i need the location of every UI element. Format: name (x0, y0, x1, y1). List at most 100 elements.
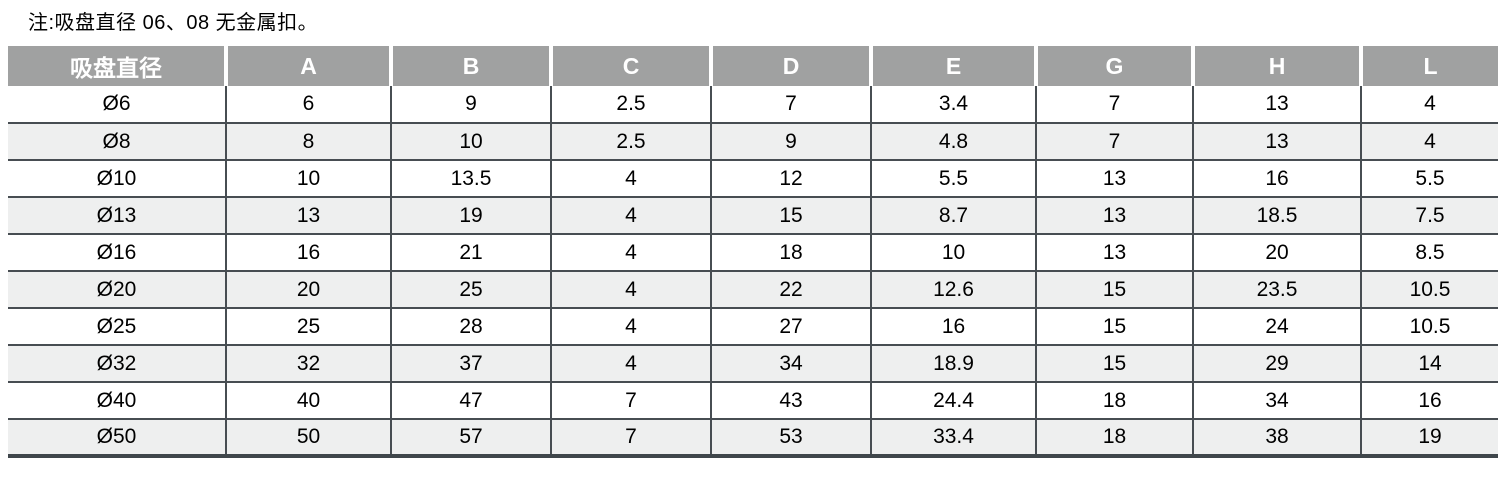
table-row: Ø6 6 9 2.5 7 3.4 7 13 4 (8, 86, 1498, 123)
value-cell: 34 (1192, 381, 1361, 419)
value-cell: 23.5 (1192, 270, 1361, 308)
value-cell: 40 (225, 381, 391, 419)
value-cell: 4 (550, 307, 711, 345)
value-cell: 4 (1360, 122, 1498, 160)
value-cell: 8 (225, 122, 391, 160)
diameter-cell: Ø50 (8, 418, 226, 456)
value-cell: 57 (390, 418, 551, 456)
header-cell-a: A (224, 46, 391, 86)
value-cell: 18 (1035, 381, 1193, 419)
value-cell: 16 (1360, 381, 1498, 419)
value-cell: 3.4 (870, 86, 1036, 123)
diameter-cell: Ø16 (8, 233, 226, 271)
value-cell: 50 (225, 418, 391, 456)
table-row: Ø32 32 37 4 34 18.9 15 29 14 (8, 344, 1498, 382)
value-cell: 7 (550, 381, 711, 419)
table-row: Ø40 40 47 7 43 24.4 18 34 16 (8, 381, 1498, 419)
value-cell: 38 (1192, 418, 1361, 456)
value-cell: 6 (225, 86, 391, 123)
value-cell: 5.5 (1360, 159, 1498, 197)
value-cell: 8.5 (1360, 233, 1498, 271)
value-cell: 9 (390, 86, 551, 123)
value-cell: 53 (710, 418, 871, 456)
diameter-cell: Ø32 (8, 344, 226, 382)
header-cell-diameter: 吸盘直径 (8, 46, 226, 86)
value-cell: 47 (390, 381, 551, 419)
value-cell: 10.5 (1360, 270, 1498, 308)
value-cell: 8.7 (870, 196, 1036, 234)
value-cell: 9 (710, 122, 871, 160)
value-cell: 43 (710, 381, 871, 419)
table-note: 注:吸盘直径 06、08 无金属扣。 (28, 12, 319, 34)
value-cell: 7.5 (1360, 196, 1498, 234)
value-cell: 27 (710, 307, 871, 345)
value-cell: 24 (1192, 307, 1361, 345)
value-cell: 22 (710, 270, 871, 308)
value-cell: 2.5 (550, 86, 711, 123)
value-cell: 20 (1192, 233, 1361, 271)
header-cell-d: D (709, 46, 871, 86)
value-cell: 13 (1035, 159, 1193, 197)
value-cell: 13 (1035, 233, 1193, 271)
value-cell: 13.5 (390, 159, 551, 197)
value-cell: 13 (1035, 196, 1193, 234)
value-cell: 4 (550, 196, 711, 234)
value-cell: 21 (390, 233, 551, 271)
value-cell: 16 (225, 233, 391, 271)
value-cell: 13 (1192, 86, 1361, 123)
value-cell: 19 (1360, 418, 1498, 456)
value-cell: 28 (390, 307, 551, 345)
header-row: 吸盘直径 A B C D E G H L (8, 46, 1498, 86)
value-cell: 13 (1192, 122, 1361, 160)
header-cell-h: H (1191, 46, 1361, 86)
value-cell: 10 (390, 122, 551, 160)
value-cell: 4 (550, 233, 711, 271)
value-cell: 33.4 (870, 418, 1036, 456)
table-body: Ø6 6 9 2.5 7 3.4 7 13 4 Ø8 8 10 2.5 9 4.8 7 13 4 Ø10 10 13.5… (8, 86, 1498, 456)
diameter-cell: Ø20 (8, 270, 226, 308)
diameter-cell: Ø6 (8, 86, 226, 123)
header-cell-e: E (869, 46, 1036, 86)
table-row: Ø13 13 19 4 15 8.7 13 18.5 7.5 (8, 196, 1498, 234)
value-cell: 2.5 (550, 122, 711, 160)
value-cell: 15 (1035, 344, 1193, 382)
header-cell-c: C (549, 46, 711, 86)
table-row: Ø10 10 13.5 4 12 5.5 13 16 5.5 (8, 159, 1498, 197)
header-cell-b: B (389, 46, 551, 86)
value-cell: 7 (1035, 86, 1193, 123)
diameter-cell: Ø13 (8, 196, 226, 234)
dimension-table: 吸盘直径 A B C D E G H L Ø6 6 9 2.5 7 3.4 7 13 4 Ø8 8 10 2.5 9 4.8… (8, 46, 1498, 458)
value-cell: 25 (390, 270, 551, 308)
value-cell: 24.4 (870, 381, 1036, 419)
diameter-cell: Ø25 (8, 307, 226, 345)
value-cell: 4 (550, 344, 711, 382)
diameter-cell: Ø40 (8, 381, 226, 419)
value-cell: 15 (710, 196, 871, 234)
value-cell: 16 (870, 307, 1036, 345)
value-cell: 7 (550, 418, 711, 456)
header-cell-l: L (1359, 46, 1498, 86)
value-cell: 4.8 (870, 122, 1036, 160)
value-cell: 5.5 (870, 159, 1036, 197)
value-cell: 25 (225, 307, 391, 345)
value-cell: 4 (550, 159, 711, 197)
value-cell: 10.5 (1360, 307, 1498, 345)
value-cell: 18 (710, 233, 871, 271)
table-row: Ø20 20 25 4 22 12.6 15 23.5 10.5 (8, 270, 1498, 308)
value-cell: 18.9 (870, 344, 1036, 382)
value-cell: 29 (1192, 344, 1361, 382)
table-row: Ø25 25 28 4 27 16 15 24 10.5 (8, 307, 1498, 345)
value-cell: 18 (1035, 418, 1193, 456)
value-cell: 12 (710, 159, 871, 197)
table-row: Ø50 50 57 7 53 33.4 18 38 19 (8, 418, 1498, 456)
value-cell: 15 (1035, 307, 1193, 345)
table-row: Ø8 8 10 2.5 9 4.8 7 13 4 (8, 122, 1498, 160)
value-cell: 19 (390, 196, 551, 234)
value-cell: 32 (225, 344, 391, 382)
value-cell: 34 (710, 344, 871, 382)
value-cell: 12.6 (870, 270, 1036, 308)
value-cell: 16 (1192, 159, 1361, 197)
value-cell: 13 (225, 196, 391, 234)
value-cell: 15 (1035, 270, 1193, 308)
value-cell: 18.5 (1192, 196, 1361, 234)
